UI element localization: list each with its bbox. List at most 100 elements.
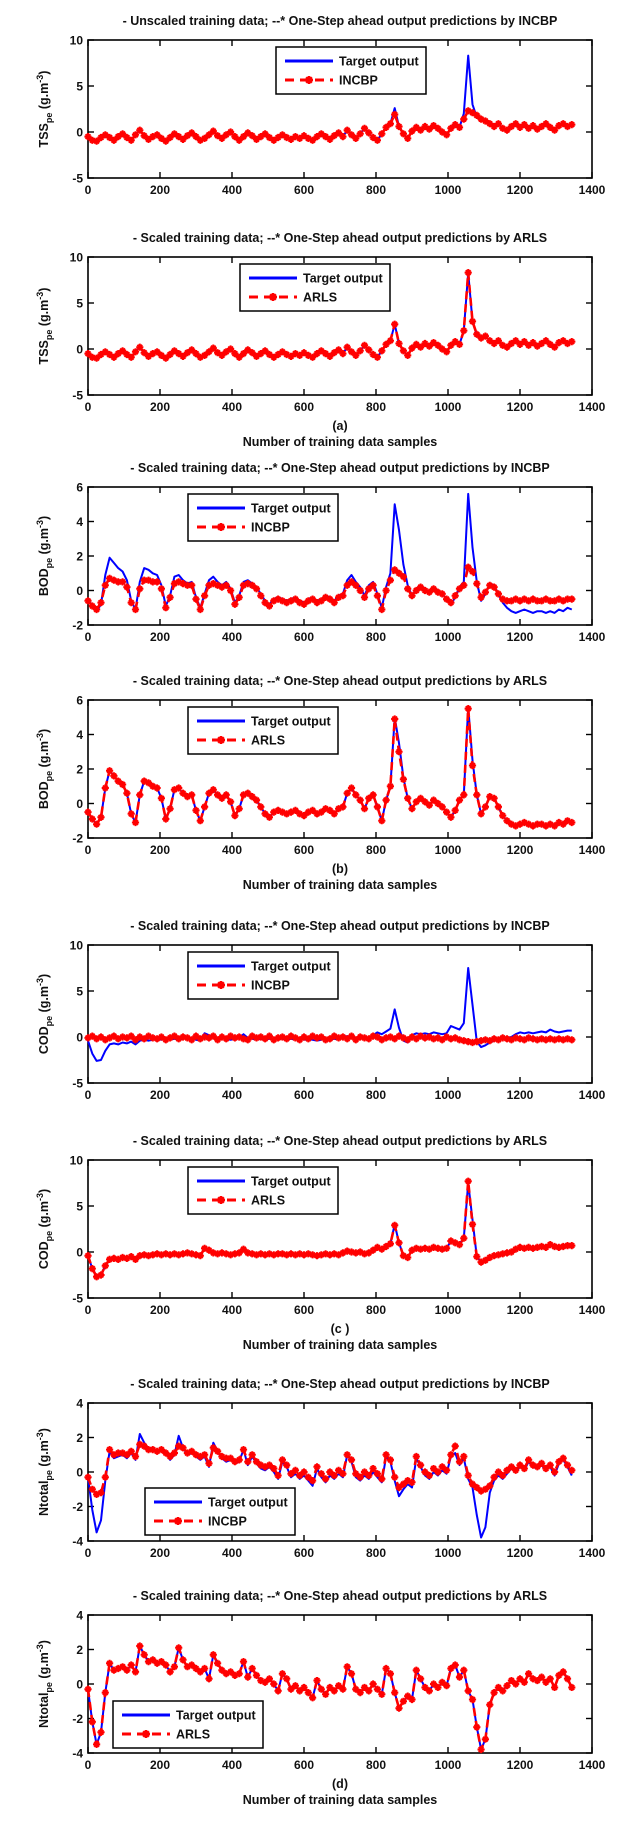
y-tick-label: 10 [70, 34, 84, 48]
chart-title: - Unscaled training data; --* One-Step a… [122, 14, 558, 28]
x-tick-label: 0 [85, 1758, 92, 1772]
subfigure-label: (c ) [330, 1322, 350, 1336]
y-tick-label: -4 [72, 1535, 83, 1549]
x-tick-label: 600 [294, 1303, 314, 1317]
y-tick-label: -2 [72, 1500, 83, 1514]
y-tick-label: 2 [76, 1643, 83, 1657]
y-axis-label: BODpe (g.m-3) [35, 728, 54, 810]
x-tick-label: 1200 [507, 843, 534, 857]
legend-box [144, 1487, 296, 1536]
y-tick-label: 2 [76, 763, 83, 777]
legend-label: Target output [251, 502, 331, 516]
y-tick-label: 0 [76, 1031, 83, 1045]
x-tick-label: 1400 [579, 843, 606, 857]
y-tick-label: 5 [76, 80, 83, 94]
x-tick-label: 800 [366, 400, 386, 414]
legend-box [187, 951, 339, 1000]
y-tick-label: 4 [76, 728, 83, 742]
x-tick-label: 1400 [579, 400, 606, 414]
x-tick-label: 400 [222, 630, 242, 644]
x-tick-label: 200 [150, 400, 170, 414]
y-tick-label: 10 [70, 939, 84, 953]
chart-title: - Scaled training data; --* One-Step ahe… [132, 1134, 548, 1148]
y-tick-label: 2 [76, 550, 83, 564]
y-tick-label: 2 [76, 1431, 83, 1445]
series-prediction-markers [84, 1440, 576, 1498]
y-tick-label: 0 [76, 1466, 83, 1480]
chart-cod-incbp: 0 200 400 600 800 1000 1200 1400 -5 0 5 10 Target ou… [0, 910, 625, 1128]
x-tick-label: 600 [294, 1088, 314, 1102]
x-tick-label: 1200 [507, 400, 534, 414]
y-tick-label: -2 [72, 832, 83, 846]
legend-label: ARLS [251, 734, 285, 748]
chart-title: - Scaled training data; --* One-Step ahe… [130, 461, 550, 475]
x-tick-label: 200 [150, 843, 170, 857]
legend-marker [269, 293, 277, 301]
legend-marker [305, 76, 313, 84]
series-prediction-markers [84, 1642, 576, 1754]
x-tick-label: 1200 [507, 183, 534, 197]
chart-svg-ntotal-incbp: 0 200 400 600 800 1000 1200 1400 -4 -2 0 2 4 Target o… [72, 1397, 606, 1561]
y-tick-label: -2 [72, 619, 83, 633]
x-tick-label: 800 [366, 1088, 386, 1102]
series-prediction-markers [84, 563, 576, 614]
x-axis-label: Number of training data samples [242, 1338, 438, 1352]
x-tick-label: 1000 [435, 843, 462, 857]
y-tick-label: -2 [72, 1712, 83, 1726]
plot-box [87, 256, 593, 396]
chart-tss-incbp: 0 200 400 600 800 1000 1200 1400 -5 0 5 10 Target ou… [0, 0, 625, 212]
x-tick-label: 1400 [579, 1088, 606, 1102]
legend-marker [142, 1730, 150, 1738]
y-tick-label: 0 [76, 584, 83, 598]
x-tick-label: 0 [85, 183, 92, 197]
series-prediction-markers [84, 1177, 576, 1281]
x-tick-label: 200 [150, 630, 170, 644]
x-tick-label: 600 [294, 1758, 314, 1772]
x-tick-label: 0 [85, 1546, 92, 1560]
chart-bod-incbp: 0 200 400 600 800 1000 1200 1400 -2 0 2 4 6 Target ou… [0, 450, 625, 668]
y-tick-label: 0 [76, 1678, 83, 1692]
x-tick-label: 200 [150, 1758, 170, 1772]
plot-box [87, 944, 593, 1084]
legend-label: ARLS [303, 291, 337, 305]
chart-title: - Scaled training data; --* One-Step ahe… [132, 1589, 548, 1603]
y-tick-label: 5 [76, 297, 83, 311]
x-tick-label: 400 [222, 1088, 242, 1102]
x-tick-label: 600 [294, 400, 314, 414]
x-tick-label: 600 [294, 630, 314, 644]
y-tick-label: -5 [72, 172, 83, 186]
series-prediction-line [86, 565, 572, 611]
x-tick-label: 400 [222, 183, 242, 197]
legend-label: INCBP [208, 1515, 247, 1529]
legend-box [187, 493, 339, 542]
x-tick-label: 1400 [579, 1546, 606, 1560]
legend-label: Target output [251, 960, 331, 974]
x-tick-label: 800 [366, 1758, 386, 1772]
x-tick-label: 1000 [435, 183, 462, 197]
series-prediction-markers [84, 705, 576, 830]
x-tick-label: 200 [150, 1088, 170, 1102]
legend-label: Target output [251, 715, 331, 729]
chart-svg-ntotal-arls: 0 200 400 600 800 1000 1200 1400 -4 -2 0 2 4 Target o… [72, 1609, 605, 1773]
y-tick-label: 5 [76, 1200, 83, 1214]
chart-bod-arls: 0 200 400 600 800 1000 1200 1400 -2 0 2 4 6 Target ou… [0, 668, 625, 910]
y-axis-label: Ntotalpe (g.m-3) [35, 1640, 54, 1728]
x-tick-label: 1200 [507, 1546, 534, 1560]
x-tick-label: 0 [85, 843, 92, 857]
subfigure-label: (b) [332, 862, 348, 876]
x-tick-label: 800 [366, 630, 386, 644]
y-tick-label: 0 [76, 1246, 83, 1260]
chart-title: - Scaled training data; --* One-Step ahe… [130, 1377, 550, 1391]
legend-label: INCBP [251, 979, 290, 993]
x-tick-label: 400 [222, 1303, 242, 1317]
x-tick-label: 1400 [579, 630, 606, 644]
x-tick-label: 800 [366, 1546, 386, 1560]
x-tick-label: 0 [85, 1088, 92, 1102]
series-prediction-markers [84, 269, 576, 362]
y-tick-label: 4 [76, 515, 83, 529]
chart-tss-arls: 0 200 400 600 800 1000 1200 1400 -5 0 5 10 Target ou… [0, 212, 625, 450]
y-axis-label: BODpe (g.m-3) [35, 515, 54, 597]
